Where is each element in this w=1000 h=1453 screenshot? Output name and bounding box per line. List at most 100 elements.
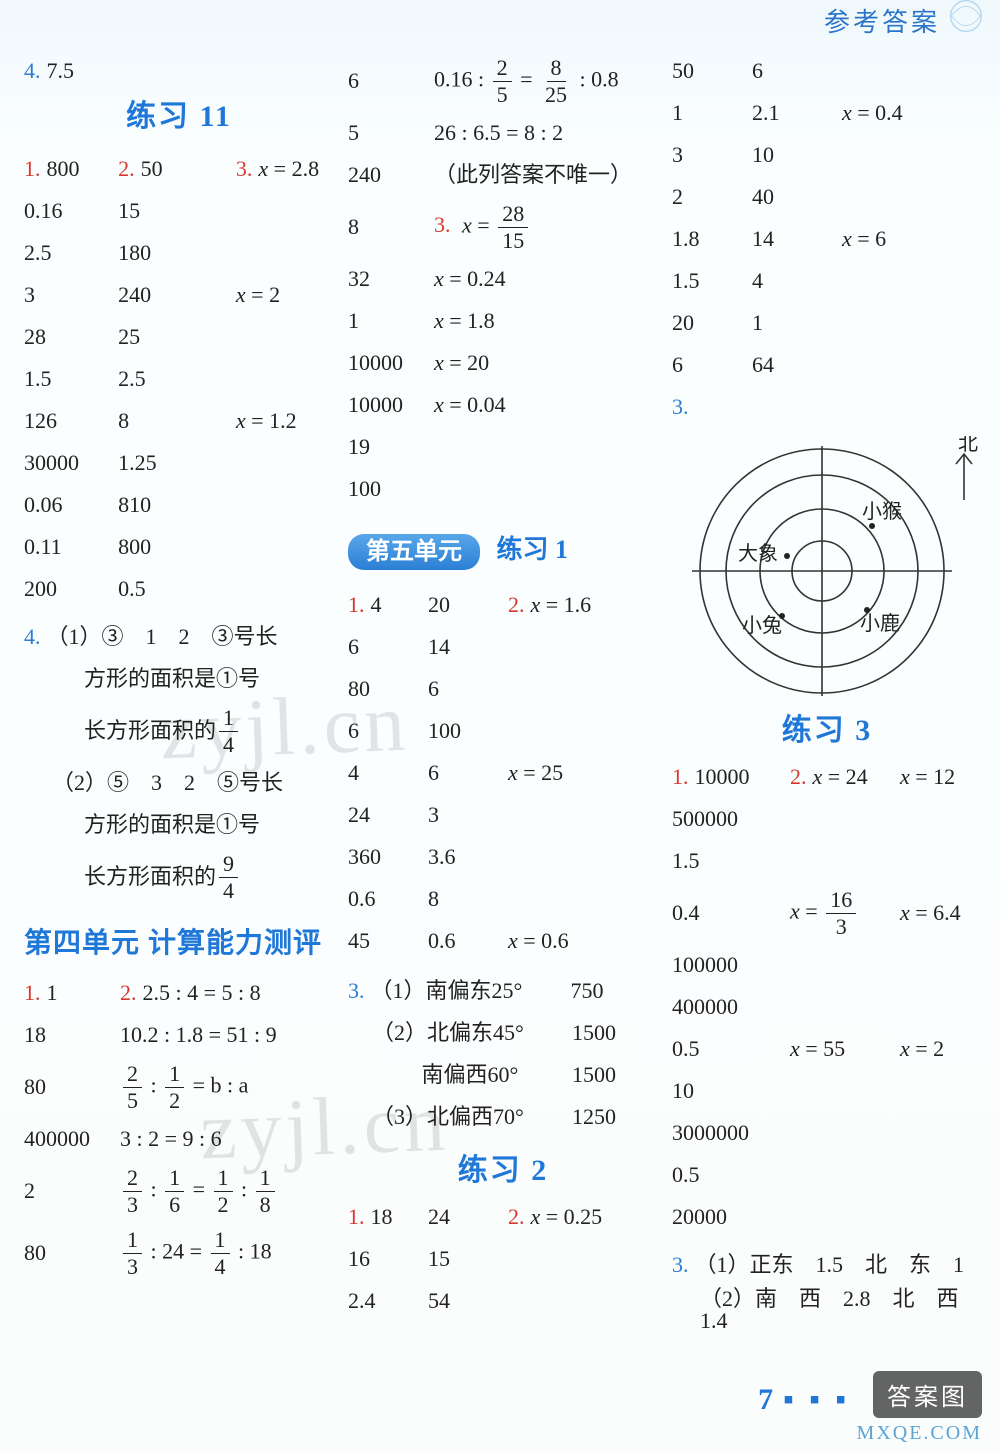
- table-row: 614: [348, 626, 658, 668]
- cell: 3: [672, 144, 752, 166]
- cell: 24: [428, 1206, 508, 1228]
- table-row: 0.11800: [24, 526, 334, 568]
- title-practice-2: 练习 2: [348, 1156, 658, 1186]
- value: 7.5: [47, 60, 75, 82]
- table-row: 0.5: [672, 1154, 982, 1196]
- cell: 0.06: [24, 494, 118, 516]
- cell: 10000: [348, 352, 434, 374]
- table-row: 0.4x = 163x = 6.4: [672, 882, 982, 944]
- cell: 3000000: [672, 1122, 790, 1144]
- cell: （3）北偏西70°: [372, 1106, 572, 1128]
- text: 方形的面积是①号: [84, 668, 260, 690]
- cell: 0.5: [118, 578, 236, 600]
- table-row: （3）北偏西70°1250: [348, 1096, 658, 1138]
- table-row: 1.52.5: [24, 358, 334, 400]
- cell: 0.16 : 25 = 825 : 0.8: [434, 57, 619, 106]
- table-row: 6100: [348, 710, 658, 752]
- cell: 200: [24, 578, 118, 600]
- cell: 5: [348, 122, 434, 144]
- fraction: 2815: [498, 203, 528, 252]
- table-row: （2）北偏东45°1500: [348, 1012, 658, 1054]
- c3-diagram-label: 3.: [672, 386, 982, 428]
- column-1: 4. 7.5 练习 11 1.8002.503.x = 2.80.16152.5…: [24, 50, 334, 1334]
- label-nw: 大象: [738, 542, 778, 565]
- c2-q3: 3.（1）南偏东25°750（2）北偏东45°1500 南偏西60°1500（3…: [348, 970, 658, 1138]
- text: 长方形面积的: [84, 720, 216, 742]
- unit5-pill: 第五单元: [348, 534, 480, 570]
- table-row: 2.5180: [24, 232, 334, 274]
- q-label: 3.: [672, 396, 689, 418]
- table-row: 0.06810: [24, 484, 334, 526]
- cell: x = 0.4: [842, 102, 903, 124]
- text: （1）③ 1 2 ③号长: [47, 626, 278, 648]
- table-row: 310: [672, 134, 982, 176]
- table-row: 83. x = 2815: [348, 196, 658, 258]
- table-row: 20000: [672, 1196, 982, 1238]
- compass-svg: 北 大象 小猴 小兔 小鹿: [672, 436, 982, 706]
- cell: 64: [752, 354, 842, 376]
- cell: 1: [752, 312, 842, 334]
- cell: 2.x = 1.6: [508, 594, 591, 616]
- c3-practice3-table: 1.100002.x = 24x = 125000001.50.4x = 163…: [672, 756, 982, 1238]
- cell: 4: [752, 270, 842, 292]
- cell: 0.5: [672, 1038, 790, 1060]
- cell: 100000: [672, 954, 790, 976]
- cell: 54: [428, 1290, 508, 1312]
- table-row: 1.8002.503.x = 2.8: [24, 148, 334, 190]
- cell: 2: [672, 186, 752, 208]
- table-row: 2.454: [348, 1280, 658, 1322]
- cell: 1.5: [24, 368, 118, 390]
- cell: 2: [24, 1180, 120, 1202]
- cell: x = 163: [790, 889, 900, 938]
- compass-diagram: 北 大象 小猴 小兔 小鹿: [672, 436, 982, 710]
- fraction: 1 4: [219, 707, 238, 756]
- table-row: 240（此列答案不唯一）: [348, 154, 658, 196]
- cell: 100: [428, 720, 508, 742]
- table-row: 2825: [24, 316, 334, 358]
- cell: 20000: [672, 1206, 790, 1228]
- title-practice-3: 练习 3: [672, 716, 982, 746]
- unit5-tail: 练习 1: [497, 535, 569, 564]
- cell: 6: [752, 60, 842, 82]
- text: 方形的面积是①号: [84, 814, 260, 836]
- table-row: 10000x = 20: [348, 342, 658, 384]
- fraction: 825: [541, 57, 571, 106]
- cell: 0.4: [672, 902, 790, 924]
- header-title: 参考答案: [824, 2, 940, 39]
- cell: 3. x = 2815: [434, 203, 531, 252]
- q-label: 4.: [24, 626, 41, 648]
- cell: 2.1: [752, 102, 842, 124]
- column-3: 50612.1x = 0.43102401.814x = 61.54201664…: [672, 50, 982, 1334]
- cell: x = 1.8: [434, 310, 495, 332]
- cell: 100: [348, 478, 434, 500]
- cell: 500000: [672, 808, 790, 830]
- cell: 1.1: [24, 982, 120, 1004]
- cell: （此列答案不唯一）: [434, 164, 632, 186]
- table-row: 19: [348, 426, 658, 468]
- north-label: 北: [958, 436, 978, 455]
- cell: 10000: [348, 394, 434, 416]
- cell: x = 0.24: [434, 268, 506, 290]
- cell: 0.5: [672, 1164, 790, 1186]
- table-row: 0.68: [348, 878, 658, 920]
- cell: 28: [24, 326, 118, 348]
- table-row: 300001.25: [24, 442, 334, 484]
- table-row: 10000x = 0.04: [348, 384, 658, 426]
- table-row: 100: [348, 468, 658, 510]
- c3-q3b: 3. （1）正东 1.5 北 东 1 （2）南 西 2.8 北 西 1.4: [672, 1244, 982, 1334]
- table-row: 100000: [672, 944, 982, 986]
- cell: 1.10000: [672, 766, 790, 788]
- cell: 6: [348, 720, 428, 742]
- cell: x = 20: [434, 352, 489, 374]
- table-row: 南偏西60°1500: [348, 1054, 658, 1096]
- cell: 1.18: [348, 1206, 428, 1228]
- cell: 1.4: [348, 594, 428, 616]
- fraction: 23: [123, 1167, 142, 1216]
- cell: 2.4: [348, 1290, 428, 1312]
- table-row: 806: [348, 668, 658, 710]
- cell: 0.16: [24, 200, 118, 222]
- table-row: 1615: [348, 1238, 658, 1280]
- cell: 13 : 24 = 14 : 18: [120, 1229, 330, 1278]
- cell: 20: [428, 594, 508, 616]
- cell: 2.5: [24, 242, 118, 264]
